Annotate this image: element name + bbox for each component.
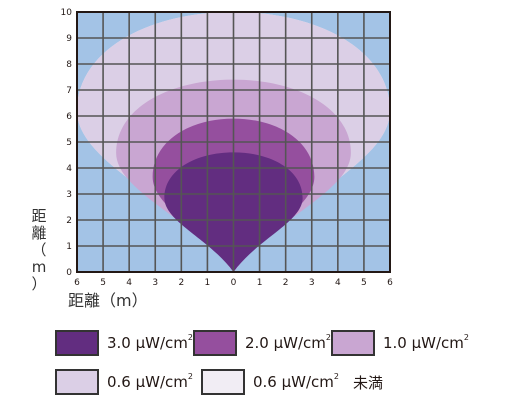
y-tick-label: 6 [66,112,72,122]
grid-lines [76,11,391,273]
y-tick-label: 7 [66,86,72,96]
y-tick-label: 1 [66,242,72,252]
x-tick-label: 4 [335,278,341,288]
x-tick-label: 6 [387,278,393,288]
y-tick-label: 5 [66,138,72,148]
x-tick-label: 3 [309,278,315,288]
x-tick-label: 0 [231,278,237,288]
x-tick-label: 5 [100,278,106,288]
x-tick-label: 3 [152,278,158,288]
y-tick-label: 8 [66,60,72,70]
y-axis-label-char: ） [31,275,47,293]
x-tick-label: 2 [178,278,184,288]
y-tick-label: 4 [66,164,72,174]
y-tick-label: 3 [66,190,72,200]
x-tick-label: 6 [74,278,80,288]
y-tick-label: 0 [66,268,72,278]
y-axis-label-char: m [31,258,47,276]
y-axis-label-char: 距 [31,207,47,225]
y-axis-label: 距 離 （ m ） [29,208,49,293]
plot-frame [76,11,391,273]
x-tick-label: 2 [283,278,289,288]
y-tick-label: 2 [66,216,72,226]
y-tick-label: 9 [66,34,72,44]
y-tick-label: 10 [61,8,73,18]
y-axis-label-char: （ [31,241,47,259]
x-tick-label: 5 [361,278,367,288]
x-tick-label: 4 [126,278,132,288]
x-tick-label: 1 [257,278,263,288]
y-axis-label-char: 離 [31,224,47,242]
x-tick-label: 1 [205,278,211,288]
x-axis-label: 距離（m） [68,291,148,310]
